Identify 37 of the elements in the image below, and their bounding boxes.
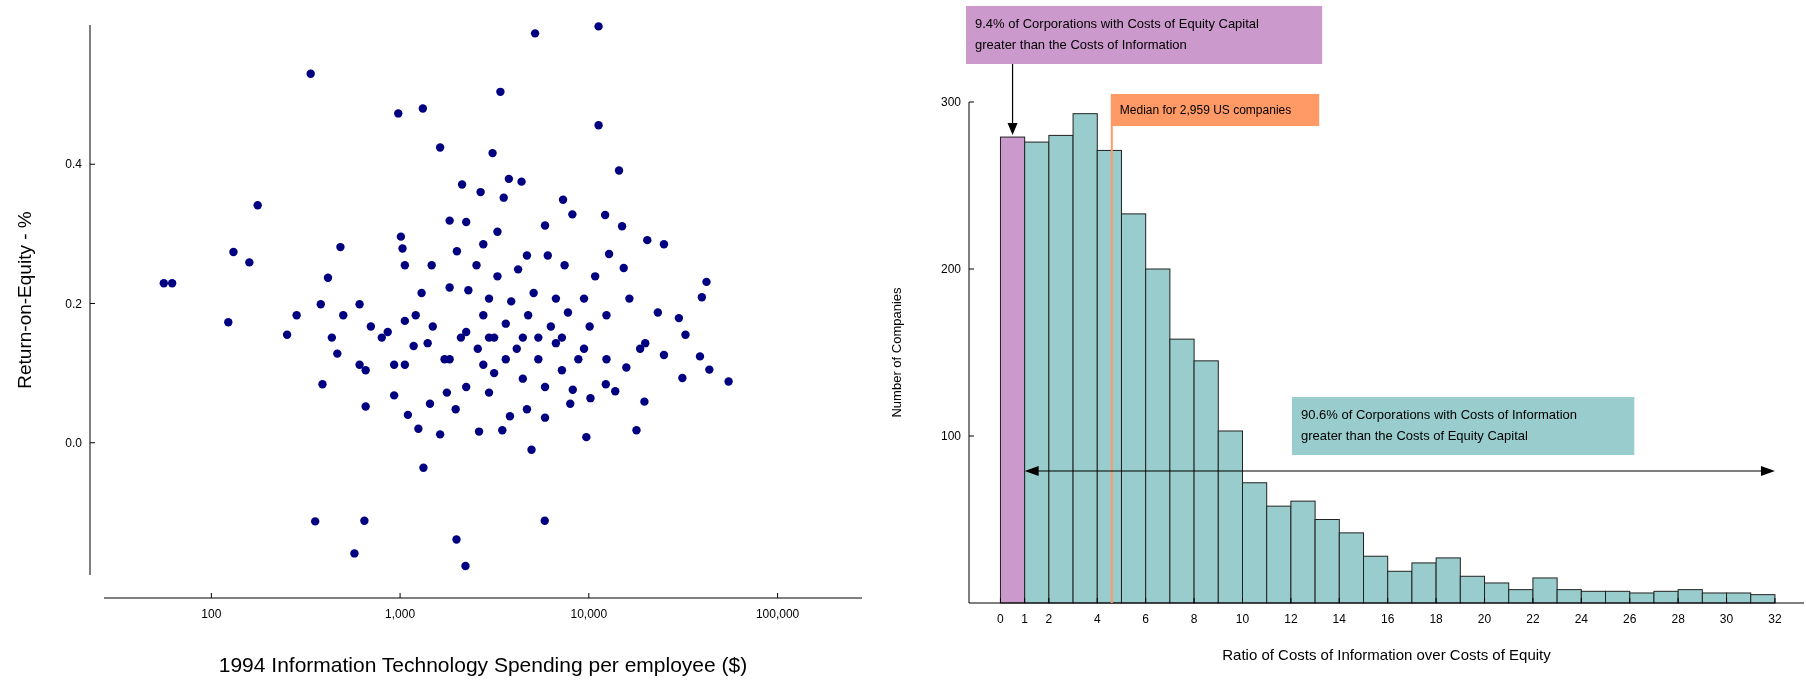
- x-tick-label: 2: [1045, 612, 1053, 626]
- y-tick-label: 200: [940, 262, 962, 277]
- x-axis-title: 1994 Information Technology Spending per employee ($): [218, 653, 748, 676]
- x-tick-label: 1: [1021, 612, 1029, 626]
- x-tick-label: 10: [1235, 612, 1250, 626]
- x-tick-label: 30: [1719, 612, 1734, 626]
- y-axis-title: Number of Companies: [888, 286, 904, 418]
- x-tick-label: 1,000: [385, 607, 416, 621]
- x-tick-label: 8: [1190, 612, 1198, 626]
- callout-box: 9.4% of Corporations with Costs of Equity Capital greater than the Costs of Information: [966, 6, 1323, 64]
- x-tick-label: 100,000: [755, 607, 800, 621]
- x-tick-label: 18: [1429, 612, 1444, 626]
- y-tick-label: 100: [940, 429, 962, 444]
- y-tick-label: 0.4: [65, 157, 83, 172]
- x-axis-title: Ratio of Costs of Information over Costs of Equity: [1222, 646, 1552, 663]
- y-tick-label: 0.2: [65, 296, 83, 311]
- x-tick-label: 4: [1093, 612, 1101, 626]
- x-tick-label: 0: [997, 612, 1005, 626]
- x-tick-label: 28: [1671, 612, 1686, 626]
- annotation: 90.6% of Corporations with Costs of Information greater than the Costs of Equity Capital: [1301, 407, 1578, 443]
- y-tick-label: 0.0: [65, 435, 83, 450]
- x-tick-label: 26: [1623, 612, 1637, 626]
- x-tick-label: 24: [1574, 612, 1589, 626]
- y-tick-label: 300: [940, 95, 962, 110]
- x-tick-label: 22: [1526, 612, 1540, 626]
- y-axis-title: Return-on-Equity - %: [13, 211, 35, 389]
- x-tick-label: 12: [1284, 612, 1298, 626]
- x-tick-label: 10,000: [570, 607, 608, 621]
- x-tick-label: 14: [1332, 612, 1347, 626]
- callout-box: 90.6% of Corporations with Costs of Information greater than the Costs of Equity Capital: [1292, 397, 1635, 455]
- x-tick-label: 100: [201, 607, 222, 621]
- x-tick-label: 20: [1477, 612, 1492, 626]
- label-box: Median for 2,959 US companies: [1111, 94, 1320, 126]
- ref-line-label: Median for 2,959 US companies: [1119, 103, 1292, 118]
- x-tick-label: 6: [1142, 612, 1150, 626]
- x-tick-label: 32: [1768, 612, 1782, 626]
- x-tick-label: 16: [1381, 612, 1395, 626]
